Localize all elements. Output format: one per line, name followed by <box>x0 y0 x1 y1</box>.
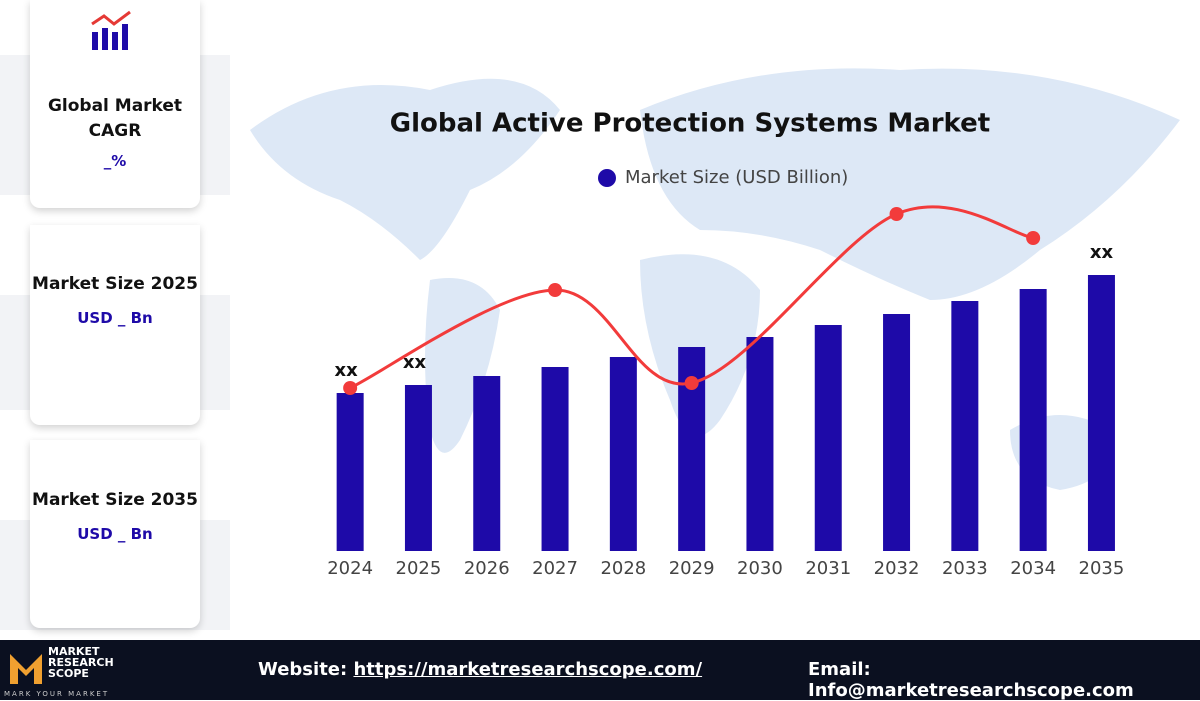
chart-icon <box>91 10 131 50</box>
x-tick-label: 2024 <box>327 558 373 579</box>
x-tick-label: 2029 <box>669 558 715 579</box>
card-value: USD _ Bn <box>77 309 153 327</box>
x-tick-label: 2028 <box>600 558 646 579</box>
card-title: Market Size 2025 <box>32 274 198 294</box>
x-tick-label: 2027 <box>532 558 578 579</box>
bar <box>473 376 501 551</box>
logo-line: RESEARCH <box>48 656 114 669</box>
stat-card: Market Size 2025 USD _ Bn <box>30 225 200 425</box>
logo-text: MARKET RESEARCH SCOPE <box>48 646 114 679</box>
x-tick-label: 2035 <box>1079 558 1125 579</box>
bar <box>951 301 979 551</box>
logo-line: MARKET <box>48 645 100 658</box>
bar <box>1087 275 1115 551</box>
trend-point <box>889 207 904 221</box>
value-label: xx <box>1090 242 1114 263</box>
website-link[interactable]: https://marketresearchscope.com/ <box>353 659 703 680</box>
value-label: xx <box>403 352 427 373</box>
trend-point <box>1026 231 1041 245</box>
card-value: _% <box>103 152 127 170</box>
card-title: Market Size 2035 <box>32 490 198 510</box>
website-label: Website: <box>258 659 348 680</box>
email-address[interactable]: Info@marketresearchscope.com <box>808 680 1134 701</box>
chart: Global Active Protection Systems Market … <box>250 68 1180 579</box>
value-label: xx <box>335 360 359 381</box>
x-tick-label: 2031 <box>805 558 851 579</box>
logo-tagline: MARK YOUR MARKET <box>4 690 110 698</box>
logo-icon <box>10 654 42 684</box>
chart-title: Global Active Protection Systems Market <box>390 109 990 139</box>
bar <box>404 385 432 551</box>
card-title: Global Market CAGR <box>47 96 183 141</box>
email-label: Email: <box>808 659 871 680</box>
stat-card: Market Size 2035 USD _ Bn <box>30 440 200 628</box>
bar <box>814 325 842 551</box>
trend-point <box>548 283 563 297</box>
bar <box>746 337 774 551</box>
world-map <box>250 68 1180 490</box>
x-tick-label: 2026 <box>464 558 510 579</box>
trend-point <box>343 381 358 395</box>
bar <box>883 314 911 551</box>
bar <box>336 393 364 551</box>
legend-label: Market Size (USD Billion) <box>625 167 848 188</box>
x-tick-label: 2025 <box>396 558 442 579</box>
bar <box>609 357 637 551</box>
card-value: USD _ Bn <box>77 525 153 543</box>
trend-point <box>684 376 699 390</box>
x-tick-label: 2030 <box>737 558 783 579</box>
bar <box>1019 289 1047 551</box>
x-tick-label: 2033 <box>942 558 988 579</box>
footer: MARKET RESEARCH SCOPE MARK YOUR MARKET W… <box>0 640 1200 701</box>
logo-line: SCOPE <box>48 667 89 680</box>
website: Website: https://marketresearchscope.com… <box>258 659 702 680</box>
stat-card: Global Market CAGR _% <box>30 0 200 208</box>
legend-marker <box>598 169 616 187</box>
x-tick-label: 2032 <box>874 558 920 579</box>
bar <box>541 367 569 551</box>
x-tick-label: 2034 <box>1010 558 1056 579</box>
email: Email: Info@marketresearchscope.com <box>808 659 1200 701</box>
